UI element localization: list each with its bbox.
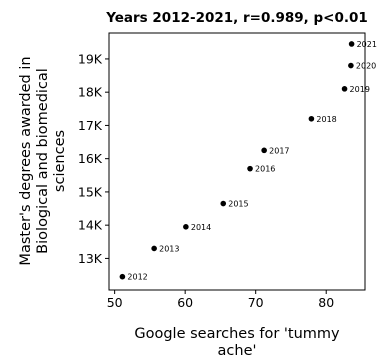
y-tick-label: 18K [78, 85, 103, 100]
x-axis-label-line1: Google searches for 'tummy [134, 326, 340, 342]
data-point [151, 245, 157, 252]
y-axis-label-line2: Biological and biomedical [35, 68, 51, 254]
data-point [308, 115, 315, 122]
point-label: 2021 [357, 40, 377, 49]
point-label: 2014 [191, 223, 211, 232]
y-tick-label: 16K [78, 151, 103, 166]
y-tick-label: 13K [78, 251, 103, 266]
plot-frame [108, 32, 366, 291]
y-tick-label: 19K [78, 51, 103, 66]
data-point [348, 62, 354, 69]
y-axis-label-line3: sciences [52, 130, 68, 192]
point-label: 2015 [228, 200, 248, 209]
y-axis-label-line1: Master's degrees awarded in [18, 56, 34, 265]
data-point [261, 147, 267, 154]
point-label: 2013 [159, 244, 179, 253]
point-label: 2018 [316, 115, 336, 124]
data-point [348, 41, 355, 47]
x-tick-label: 80 [318, 295, 334, 310]
plot-area: 50 60 70 80 13K 14K 15K 16K 17K 18K 19K 2012 2013 201… [78, 32, 377, 310]
y-tick-label: 15K [78, 184, 103, 199]
y-tick-label: 14K [78, 218, 103, 233]
x-tick-label: 50 [107, 295, 123, 310]
point-label: 2017 [269, 146, 289, 155]
x-axis-label-line2: ache' [218, 343, 257, 356]
point-label: 2020 [356, 62, 376, 71]
chart-title: Years 2012-2021, r=0.989, p<0.01 [105, 10, 368, 26]
point-label: 2012 [127, 273, 147, 282]
data-point [119, 273, 126, 280]
y-tick-label: 17K [78, 118, 103, 133]
data-point [220, 200, 227, 207]
x-tick-label: 60 [177, 295, 193, 310]
point-label: 2019 [350, 85, 370, 94]
x-tick-label: 70 [248, 295, 264, 310]
data-point [247, 165, 253, 172]
data-point [183, 224, 189, 230]
data-point [341, 86, 348, 92]
point-label: 2016 [255, 165, 275, 174]
